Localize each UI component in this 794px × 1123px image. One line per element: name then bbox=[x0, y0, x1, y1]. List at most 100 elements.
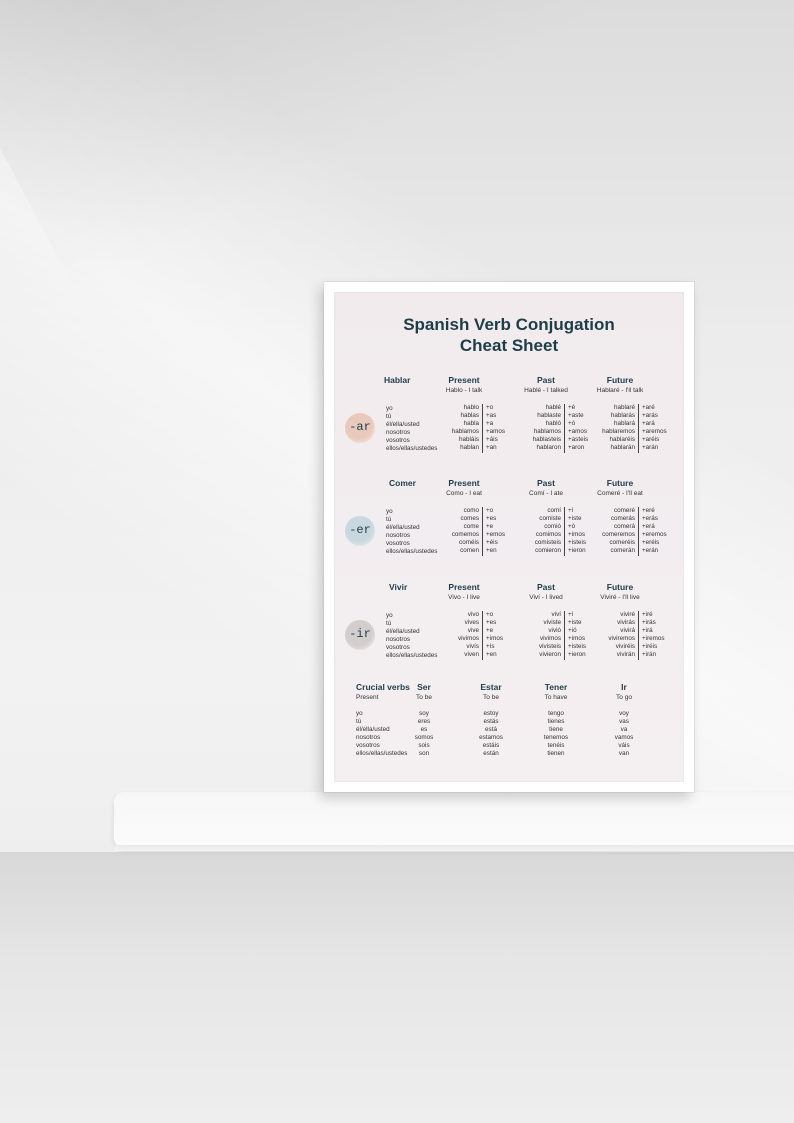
conjugated-form: comes bbox=[460, 515, 479, 523]
conjugated-form: va bbox=[620, 726, 628, 734]
ending: +irás bbox=[642, 619, 656, 627]
pronoun-list: yo tú él/ella/usted nosotros vosotros ellos/e… bbox=[356, 710, 407, 759]
ending: +en bbox=[486, 547, 497, 555]
conjugated-form: son bbox=[418, 750, 430, 758]
conjugated-form: tienen bbox=[547, 750, 565, 758]
crucial-verb: Ir To go voy vas va vamos váis van bbox=[594, 682, 654, 759]
ending: +as bbox=[486, 412, 497, 420]
conjugated-form: comen bbox=[460, 547, 479, 555]
pronoun: tú bbox=[356, 718, 362, 726]
conjugated-form: hablaréis bbox=[609, 436, 635, 444]
pronoun: yo bbox=[386, 508, 393, 515]
lower-wall bbox=[0, 852, 794, 1123]
tense-example: Como - I eat bbox=[446, 490, 482, 497]
ending: +erás bbox=[642, 515, 658, 523]
conjugated-form: hablarás bbox=[610, 412, 635, 420]
conjugated-form: tiene bbox=[549, 726, 563, 734]
pronoun: él/ella/usted bbox=[386, 628, 420, 636]
conjugated-form: somos bbox=[414, 734, 434, 742]
verb-section: -er Comer yo tú él/ella/usted nosotros vosotro… bbox=[334, 470, 684, 570]
ending: +es bbox=[486, 619, 497, 627]
conjugated-form: vive bbox=[467, 627, 479, 635]
conjugated-form: comió bbox=[544, 523, 561, 531]
tense-header: Future Comeré - I'll eat bbox=[575, 478, 665, 498]
conjugated-form: hablaste bbox=[537, 412, 561, 420]
ending: +aremos bbox=[642, 428, 667, 436]
ending: +o bbox=[486, 611, 494, 618]
pronoun: ellos/ellas/ustedes bbox=[386, 652, 438, 660]
tense-example: Comí - I ate bbox=[529, 490, 563, 497]
crucial-verb-name: Estar bbox=[480, 682, 502, 692]
verb-name: Hablar bbox=[384, 375, 411, 385]
tense-example: Viviré - I'll live bbox=[600, 594, 640, 601]
tense-example: Hablaré - I'll talk bbox=[596, 387, 644, 394]
conjugated-form: hablan bbox=[460, 444, 479, 452]
ending: +í bbox=[568, 507, 574, 514]
tense-header: Past Hablé - I talked bbox=[501, 375, 591, 395]
divider-line bbox=[564, 611, 565, 660]
conjugated-forms: vivo vives vive vivimos vivís viven bbox=[419, 611, 479, 660]
ending: +en bbox=[486, 651, 497, 659]
conjugated-form: eres bbox=[417, 718, 431, 726]
ending: +erán bbox=[642, 547, 659, 555]
conjugated-form: viven bbox=[464, 651, 479, 659]
conjugated-forms: viviré vivirás vivirá viviremos viviréis vivi… bbox=[575, 611, 635, 660]
ending: +asteis bbox=[568, 436, 589, 444]
crucial-verb: Tener To have tengo tienes tiene tenemos tenéi… bbox=[526, 682, 586, 759]
pronoun-list: yo tú él/ella/usted nosotros vosotros ellos/e… bbox=[386, 405, 437, 454]
verb-section: -ir Vivir yo tú él/ella/usted nosotros vosotro… bbox=[334, 574, 684, 674]
crucial-verb-forms: soy eres es somos sois son bbox=[394, 710, 454, 759]
conjugated-forms: comí comiste comió comimos comisteis comieron bbox=[501, 507, 561, 556]
conjugated-form: habla bbox=[463, 420, 479, 428]
ending: +amos bbox=[568, 428, 588, 436]
ending: +es bbox=[486, 515, 497, 523]
conjugated-form: hablaron bbox=[536, 444, 561, 452]
tense-header: Past Comí - I ate bbox=[501, 478, 591, 498]
conjugated-form: viví bbox=[551, 611, 561, 618]
conjugated-form: es bbox=[420, 726, 428, 734]
ending: +ieron bbox=[568, 651, 586, 659]
ending: +e bbox=[486, 523, 494, 531]
conjugated-form: estoy bbox=[483, 710, 499, 717]
pronoun: tú bbox=[386, 516, 392, 524]
ending: +iremos bbox=[642, 635, 665, 643]
conjugated-form: comeré bbox=[614, 507, 635, 514]
conjugated-form: estáis bbox=[482, 742, 500, 750]
crucial-verb-meaning: To go bbox=[616, 694, 632, 701]
crucial-verb-meaning: To be bbox=[483, 694, 499, 701]
conjugated-form: viviré bbox=[620, 611, 635, 618]
crucial-verbs-section: Crucial verbs Present yo tú él/ella/usted nos… bbox=[334, 682, 684, 782]
tense-name: Future bbox=[606, 375, 634, 385]
conjugated-form: voy bbox=[619, 710, 629, 717]
tense-example: Hablo - I talk bbox=[445, 387, 483, 394]
conjugated-form: van bbox=[618, 750, 630, 758]
ending: +o bbox=[486, 507, 494, 514]
ending: +arán bbox=[642, 444, 659, 452]
tense-name: Past bbox=[537, 478, 555, 488]
ending: +aré bbox=[642, 404, 655, 411]
divider-line bbox=[638, 404, 639, 453]
poster-title: Spanish Verb Conjugation Cheat Sheet bbox=[334, 314, 684, 356]
ending: +ís bbox=[486, 643, 495, 651]
conjugated-forms: viví viviste vivió vivimos vivisteis vivieron bbox=[501, 611, 561, 660]
pronoun: él/ella/usted bbox=[386, 524, 420, 532]
conjugated-forms: como comes come comemos coméis comen bbox=[419, 507, 479, 556]
crucial-verb: Estar To be estoy estás está estamos estáis est… bbox=[461, 682, 521, 759]
crucial-title: Crucial verbs bbox=[356, 682, 410, 692]
conjugated-form: estás bbox=[483, 718, 499, 726]
tense-header: Present Como - I eat bbox=[419, 478, 509, 498]
ending: +í bbox=[568, 611, 574, 618]
verb-section: -ar Hablar yo tú él/ella/usted nosotros vosotr… bbox=[334, 367, 684, 467]
conjugated-form: hablasteis bbox=[532, 436, 561, 444]
conjugated-form: comimos bbox=[535, 531, 561, 539]
conjugated-form: comiste bbox=[539, 515, 561, 523]
conjugated-forms: comeré comerás comerá comeremos comeréis come… bbox=[575, 507, 635, 556]
pronoun: ellos/ellas/ustedes bbox=[386, 548, 438, 556]
title-line-2: Cheat Sheet bbox=[459, 336, 559, 355]
ending: +ó bbox=[568, 523, 576, 531]
divider-line bbox=[564, 507, 565, 556]
conjugated-form: hablaremos bbox=[602, 428, 635, 436]
conjugated-form: viviste bbox=[543, 619, 562, 627]
divider-line bbox=[482, 611, 483, 660]
crucial-verb-name: Tener bbox=[544, 682, 568, 692]
